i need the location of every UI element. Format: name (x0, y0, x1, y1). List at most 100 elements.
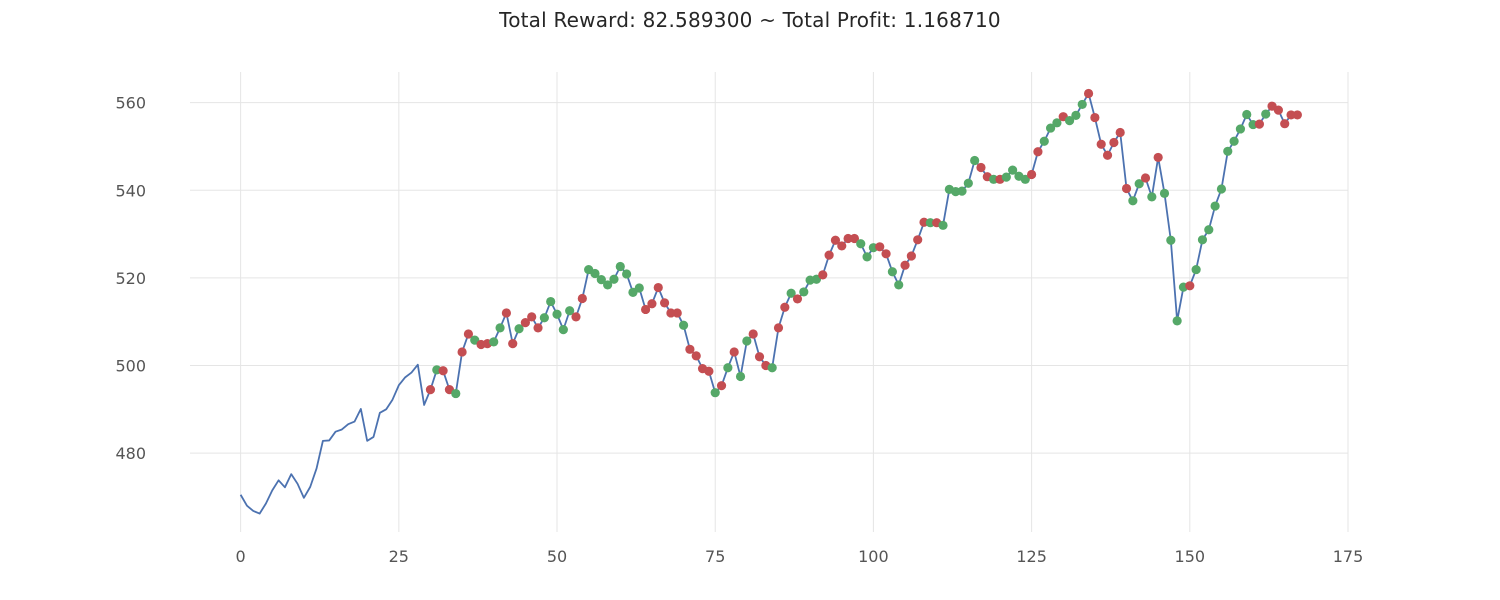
long-marker (1216, 184, 1227, 194)
long-marker (767, 363, 777, 373)
short-marker (1292, 110, 1302, 120)
short-marker (463, 329, 474, 339)
long-marker (1191, 264, 1201, 275)
y-tick-label: 520 (115, 269, 146, 288)
short-marker (754, 352, 765, 362)
chart-title: Total Reward: 82.589300 ~ Total Profit: … (499, 8, 1001, 32)
long-marker (552, 309, 562, 319)
long-marker (1071, 110, 1081, 120)
long-marker (678, 320, 689, 330)
short-marker (508, 339, 518, 349)
short-marker (571, 312, 581, 322)
x-tick-label: 0 (236, 547, 246, 566)
trade-markers (425, 88, 1302, 399)
long-marker (590, 268, 600, 279)
short-marker (691, 351, 701, 361)
short-marker (641, 304, 651, 315)
grid (190, 72, 1349, 532)
short-marker (520, 317, 530, 328)
long-marker (710, 388, 720, 398)
short-marker (1273, 105, 1283, 115)
short-marker (577, 293, 587, 304)
x-tick-label: 100 (858, 547, 889, 566)
short-marker (1254, 119, 1265, 129)
short-marker (780, 302, 790, 312)
long-marker (1172, 316, 1182, 326)
y-tick-label: 480 (115, 444, 146, 463)
long-marker (1261, 109, 1271, 119)
long-marker (634, 283, 644, 293)
short-marker (843, 233, 853, 244)
short-marker (659, 298, 670, 308)
short-marker (729, 347, 739, 357)
x-tick-label: 175 (1333, 547, 1364, 566)
axis-tick-labels: 0 25 50 75 100 125 150 175 480 500 520 540 560 (115, 94, 1363, 566)
short-marker (875, 242, 885, 252)
long-marker (1039, 136, 1049, 146)
y-tick-label: 560 (115, 94, 146, 113)
short-marker (792, 294, 803, 304)
short-marker (1121, 183, 1132, 194)
short-marker (1033, 147, 1043, 157)
short-marker (666, 308, 676, 318)
short-marker (830, 235, 841, 245)
short-marker (425, 385, 436, 395)
long-marker (495, 323, 505, 333)
long-marker (887, 267, 897, 277)
long-marker (742, 336, 752, 346)
long-marker (735, 371, 746, 382)
short-marker (457, 347, 467, 357)
long-marker (723, 363, 733, 373)
y-tick-label: 500 (115, 357, 146, 376)
short-marker (501, 308, 511, 318)
short-marker (900, 260, 910, 270)
short-marker (527, 312, 537, 322)
short-marker (1280, 119, 1290, 129)
short-marker (438, 366, 448, 376)
long-marker (451, 388, 461, 399)
long-marker (799, 287, 809, 297)
long-marker (856, 239, 866, 249)
long-marker (970, 155, 980, 166)
short-marker (653, 282, 663, 293)
short-marker (1090, 112, 1100, 123)
long-marker (558, 325, 568, 335)
short-marker (881, 249, 891, 259)
long-marker (1128, 196, 1138, 206)
short-marker (1185, 281, 1195, 291)
x-tick-label: 50 (547, 547, 567, 566)
long-marker (1210, 201, 1220, 211)
long-marker (1204, 225, 1214, 235)
long-marker (603, 280, 613, 290)
long-marker (938, 220, 948, 230)
x-tick-label: 125 (1016, 547, 1047, 566)
long-marker (596, 275, 606, 285)
short-marker (976, 162, 986, 173)
short-marker (818, 270, 828, 280)
long-marker (622, 269, 632, 279)
long-marker (1147, 192, 1157, 202)
long-marker (1159, 188, 1170, 198)
short-marker (773, 323, 784, 333)
long-marker (957, 186, 967, 196)
long-marker (609, 274, 619, 284)
short-marker (906, 251, 916, 261)
long-marker (489, 337, 499, 347)
long-marker (615, 261, 625, 272)
short-marker (1140, 173, 1151, 183)
short-marker (685, 344, 695, 354)
x-tick-label: 75 (705, 547, 725, 566)
long-marker (862, 252, 872, 262)
long-marker (1229, 136, 1239, 146)
short-marker (824, 250, 834, 260)
short-marker (1096, 139, 1106, 149)
short-marker (1102, 150, 1113, 160)
short-marker (533, 323, 543, 333)
long-marker (786, 288, 796, 298)
short-marker (1027, 169, 1037, 180)
short-marker (913, 235, 923, 245)
long-marker (1064, 116, 1075, 126)
short-marker (716, 381, 727, 391)
short-marker (849, 233, 860, 244)
